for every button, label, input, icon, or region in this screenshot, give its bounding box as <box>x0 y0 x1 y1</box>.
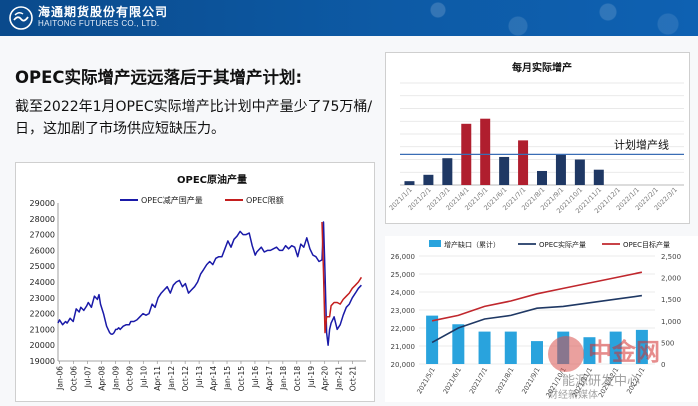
x-tick-label: Oct-18 <box>293 366 302 391</box>
bar-2021/5/1 <box>480 118 491 185</box>
x-tick-label: Oct-06 <box>69 366 78 391</box>
y-left-tick-label: 23,000 <box>391 307 416 315</box>
x-tick-label: 2021/9/1 <box>520 366 542 395</box>
brand-name-en: HAITONG FUTURES CO., LTD. <box>38 19 160 28</box>
x-tick-label: Jan-18 <box>279 366 288 391</box>
y-right-tick-label: 500 <box>661 339 674 347</box>
x-tick-label: Jul-19 <box>307 366 316 389</box>
opec-production-chart: OPEC原油产量 OPEC减产国产量 OPEC限额 19000 20000 21000 22… <box>15 162 375 402</box>
y-tick-label: 24000 <box>30 278 55 287</box>
y-left-tick-label: 26,000 <box>391 253 416 261</box>
watermark: 中金网 能源研发中心 财经新媒体 <box>548 330 688 401</box>
legend-label-2: OPEC目标产量 <box>623 240 670 249</box>
y-tick-label: 26000 <box>30 246 55 255</box>
x-tick-label: 2021/8/1 <box>494 366 516 395</box>
x-tick-label: 2021/7/1 <box>468 366 490 395</box>
x-tick-label: Oct-12 <box>181 366 190 391</box>
bar-2021/12/1 <box>609 331 622 364</box>
y-left-tick-label: 21,000 <box>391 343 416 351</box>
slide-title: OPEC实际增产远远落后于其增产计划: <box>15 68 303 87</box>
y-right-tick-label: 1,500 <box>661 296 681 304</box>
brand-name-cn: 海通期货股份有限公司 <box>38 5 169 19</box>
y-tick-label: 27000 <box>30 231 55 240</box>
y-right-tick-label: 0 <box>661 361 665 369</box>
y-tick-label: 22000 <box>30 310 55 319</box>
legend-label-0: 增产缺口（累计） <box>444 240 500 249</box>
y-tick-label: 23000 <box>30 294 55 303</box>
x-tick-label: Apr-08 <box>97 366 106 391</box>
x-tick-label: Apr-14 <box>209 366 218 391</box>
bar-2021/9/1 <box>555 154 566 185</box>
y-tick-label: 29000 <box>30 199 55 208</box>
bar-2021/7/1 <box>478 331 491 364</box>
bar-2021/9/1 <box>531 341 543 364</box>
bar-2021/6/1 <box>499 156 510 185</box>
watermark-brand: 中金网 <box>588 338 660 366</box>
y-right-tick-label: 2,000 <box>661 275 681 283</box>
series-line-1 <box>321 221 363 334</box>
x-tick-label: Jul-16 <box>251 366 260 389</box>
watermark-caption: 能源研发中心 <box>562 374 641 389</box>
bar-2021/11/1 <box>583 337 596 364</box>
x-tick-label: Jul-10 <box>139 366 148 389</box>
legend-swatch-0 <box>429 240 441 247</box>
watermark-caption-2: 财经新媒体 <box>548 390 598 401</box>
opec-production-chart-svg: OPEC原油产量 OPEC减产国产量 OPEC限额 19000 20000 21000 22… <box>30 173 366 391</box>
legend-label-1: OPEC限额 <box>246 195 284 205</box>
bar-2021/8/1 <box>504 331 517 364</box>
x-tick-label: Jan-09 <box>111 366 120 391</box>
haitong-logo-icon <box>9 6 33 30</box>
reference-line-label: 计划增产线 <box>614 137 669 151</box>
chart-title: 每月实际增产 <box>512 61 572 74</box>
bar-2021/10/1 <box>574 159 585 185</box>
x-tick-label: Jan-12 <box>167 366 176 391</box>
y-tick-label: 19000 <box>30 357 55 366</box>
x-tick-label: Jan-15 <box>223 366 232 391</box>
y-left-tick-label: 25,000 <box>391 271 416 279</box>
header-decoration <box>398 0 698 36</box>
y-tick-label: 25000 <box>30 262 55 271</box>
series-line-2 <box>431 271 643 322</box>
x-tick-label: Apr-11 <box>153 366 162 391</box>
bar-2021/7/1 <box>518 140 529 185</box>
header-bar: 海通期货股份有限公司 HAITONG FUTURES CO., LTD. <box>0 0 698 36</box>
bar-2021/2/1 <box>423 174 434 185</box>
x-tick-label: Apr-20 <box>321 366 330 391</box>
y-tick-label: 28000 <box>30 215 55 224</box>
x-tick-label: Oct-15 <box>237 366 246 391</box>
x-tick-label: Jan-06 <box>56 366 65 391</box>
y-tick-label: 20000 <box>30 341 55 350</box>
slide-body-text: 截至2022年1月OPEC实际增产比计划中产量少了75万桶/日，这加剧了市场供应… <box>15 99 373 137</box>
monthly-increase-chart: 每月实际增产 2021/1/1 2021/2/1 2021/3/1 2021/4/1 20… <box>385 52 690 224</box>
x-tick-label: Apr-17 <box>265 366 274 391</box>
chart-title: OPEC原油产量 <box>177 173 247 186</box>
bar-2022/1/1 <box>635 329 648 364</box>
x-tick-label: Jan-21 <box>335 366 344 391</box>
y-right-tick-label: 2,500 <box>661 253 681 261</box>
x-tick-label: 2021/6/1 <box>442 366 464 395</box>
x-tick-label: 2021/5/1 <box>415 366 437 395</box>
series-line-0 <box>57 221 362 346</box>
bar-2021/1/1 <box>404 181 415 185</box>
legend-label-0: OPEC减产国产量 <box>141 195 203 205</box>
monthly-increase-chart-svg: 每月实际增产2021/1/12021/2/12021/3/12021/4/120… <box>388 61 684 215</box>
y-tick-label: 21000 <box>30 325 55 334</box>
x-tick-label: Jul-07 <box>83 366 92 389</box>
bar-2021/5/1 <box>426 315 439 364</box>
series-line-1 <box>431 294 643 344</box>
x-tick-label: Oct-21 <box>349 366 358 391</box>
y-left-tick-label: 22,000 <box>391 325 416 333</box>
y-left-tick-label: 24,000 <box>391 289 416 297</box>
legend-label-1: OPEC实际产量 <box>539 240 586 249</box>
watermark-logo-icon <box>548 336 584 372</box>
x-tick-label: Jul-13 <box>195 366 204 389</box>
y-left-tick-label: 20,000 <box>391 361 416 369</box>
bar-2021/8/1 <box>537 170 547 185</box>
bar-2021/3/1 <box>442 158 453 185</box>
y-right-tick-label: 1,000 <box>661 318 681 326</box>
x-tick-label: Oct-09 <box>125 366 134 391</box>
bar-2021/6/1 <box>452 324 465 364</box>
bar-2021/11/1 <box>593 169 604 185</box>
